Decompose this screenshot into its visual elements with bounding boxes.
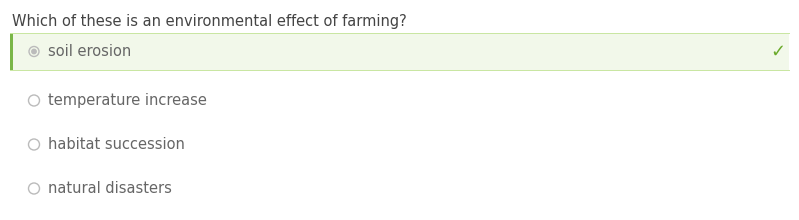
Text: Which of these is an environmental effect of farming?: Which of these is an environmental effec… — [12, 14, 407, 29]
Circle shape — [32, 49, 36, 54]
Text: natural disasters: natural disasters — [48, 181, 172, 196]
Bar — [10, 33, 13, 70]
Text: habitat succession: habitat succession — [48, 137, 185, 152]
Bar — [13, 33, 789, 70]
Text: ✓: ✓ — [770, 42, 785, 60]
Text: soil erosion: soil erosion — [48, 44, 131, 59]
Text: temperature increase: temperature increase — [48, 93, 207, 108]
